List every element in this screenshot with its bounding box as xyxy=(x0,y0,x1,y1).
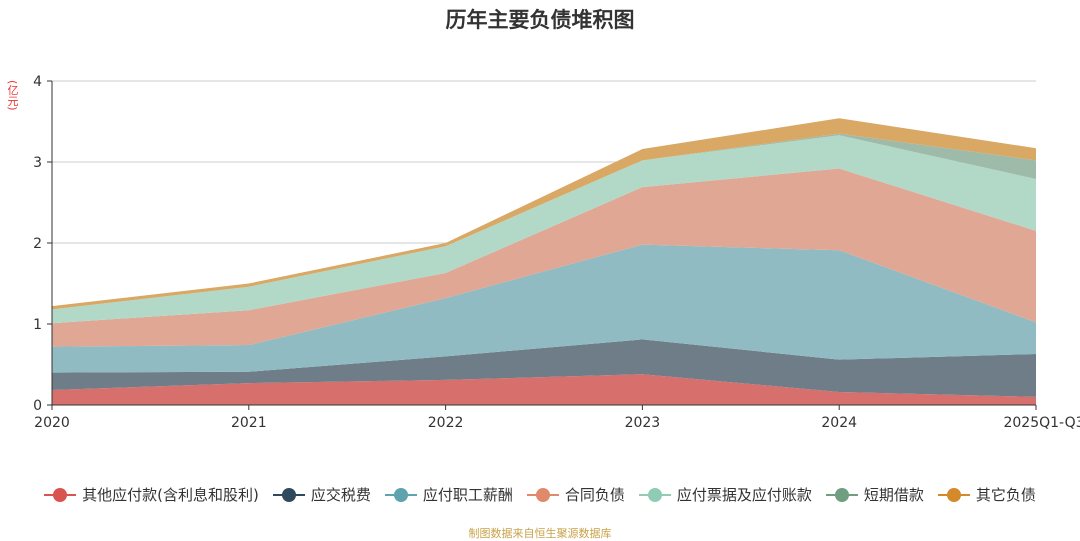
legend-label: 合同负债 xyxy=(564,486,625,504)
x-tick-label: 2024 xyxy=(821,415,857,431)
legend-item[interactable]: 应付票据及应付账款 xyxy=(638,484,812,505)
legend-item[interactable]: 其他应付款(含利息和股利) xyxy=(44,484,259,505)
area-series-5 xyxy=(52,133,1036,310)
y-tick-label: 0 xyxy=(33,398,42,414)
legend-label: 其它负债 xyxy=(975,486,1036,504)
x-tick-label: 2020 xyxy=(34,415,70,431)
legend-marker-icon xyxy=(937,487,970,502)
legend-item[interactable]: 短期借款 xyxy=(825,484,924,505)
area-series-3 xyxy=(52,168,1036,347)
data-source-note: 制图数据来自恒生聚源数据库 xyxy=(468,527,612,540)
legend-item[interactable]: 其它负债 xyxy=(937,484,1036,505)
y-tick-label: 1 xyxy=(33,317,42,333)
legend-label: 其他应付款(含利息和股利) xyxy=(82,486,259,504)
legend-marker-icon xyxy=(272,487,305,502)
area-series-2 xyxy=(52,244,1036,373)
legend-label: 短期借款 xyxy=(863,486,924,504)
x-tick-label: 2023 xyxy=(625,415,661,431)
x-tick-label: 2022 xyxy=(428,415,464,431)
stacked-area-chart: 0 1 2 3 4 2020 2021 2022 2023 2024 2025Q1-Q3 xyxy=(33,74,1080,431)
y-axis-unit-label: (亿元) xyxy=(6,80,19,111)
legend-marker-icon xyxy=(526,487,559,502)
y-tick-label: 2 xyxy=(33,236,42,252)
legend-marker-icon xyxy=(825,487,858,502)
y-tick-label: 3 xyxy=(33,155,42,171)
area-series xyxy=(52,118,1036,405)
area-series-6 xyxy=(52,118,1036,310)
area-series-1 xyxy=(52,339,1036,397)
legend-item[interactable]: 应交税费 xyxy=(272,484,371,505)
chart-title: 历年主要负债堆积图 xyxy=(445,8,635,32)
legend-label: 应交税费 xyxy=(310,486,371,504)
legend-marker-icon xyxy=(638,487,671,502)
area-series-4 xyxy=(52,135,1036,324)
legend-item[interactable]: 合同负债 xyxy=(526,484,625,505)
legend-marker-icon xyxy=(384,487,417,502)
axes: 0 1 2 3 4 2020 2021 2022 2023 2024 2025Q1-Q3 xyxy=(33,74,1080,431)
legend-item[interactable]: 应付职工薪酬 xyxy=(384,484,513,505)
x-tick-label: 2025Q1-Q3 xyxy=(1003,415,1080,431)
legend: 其他应付款(含利息和股利) 应交税费 应付职工薪酬 合同负债 应付票据及应付账款 短期借款… xyxy=(0,484,1080,505)
area-series-0 xyxy=(52,374,1036,405)
legend-label: 应付票据及应付账款 xyxy=(676,486,812,504)
legend-marker-icon xyxy=(44,487,77,502)
legend-label: 应付职工薪酬 xyxy=(422,486,513,504)
x-tick-label: 2021 xyxy=(231,415,267,431)
y-tick-label: 4 xyxy=(33,74,42,90)
